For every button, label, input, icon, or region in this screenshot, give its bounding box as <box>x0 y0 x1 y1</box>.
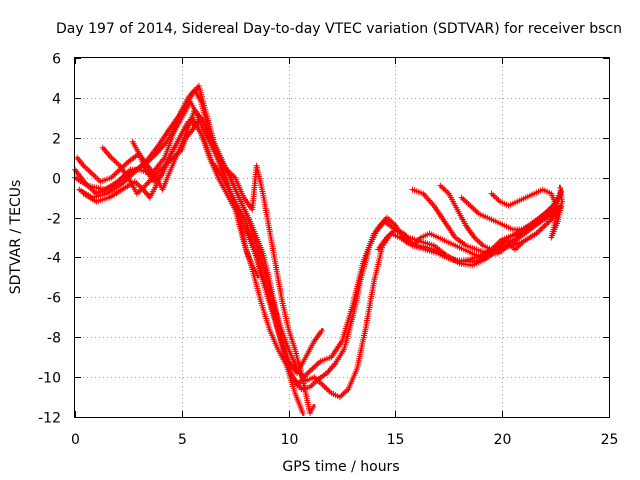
series-trace <box>78 84 561 387</box>
y-tick-label: -2 <box>47 212 61 228</box>
data-series-track-7 <box>129 106 261 279</box>
series-markers <box>129 106 261 279</box>
x-tick-label: 20 <box>494 432 512 448</box>
series-layer <box>72 82 565 416</box>
y-tick-label: 4 <box>52 92 61 108</box>
y-tick-label: -10 <box>38 371 61 387</box>
x-axis-title: GPS time / hours <box>282 459 399 475</box>
series-markers <box>76 82 562 389</box>
data-series-track-1 <box>72 86 560 393</box>
data-series-track-10 <box>458 194 564 233</box>
x-tick-label: 25 <box>601 432 619 448</box>
chart-title: Day 197 of 2014, Sidereal Day-to-day VTE… <box>56 21 622 37</box>
y-tick-label: -12 <box>38 411 61 427</box>
y-tick-label: 0 <box>52 172 61 188</box>
x-tick-label: 0 <box>71 432 80 448</box>
y-axis-title: SDTVAR / TECUs <box>8 180 24 295</box>
y-tick-label: 2 <box>52 132 61 148</box>
series-trace <box>74 88 559 391</box>
y-tick-label: 6 <box>52 52 61 68</box>
data-series-track-12 <box>375 226 525 261</box>
data-series-track-11 <box>488 184 565 241</box>
x-tick-label: 15 <box>387 432 405 448</box>
y-tick-label: -8 <box>47 331 61 347</box>
x-tick-label: 10 <box>281 432 299 448</box>
x-tick-label: 5 <box>178 432 187 448</box>
tick-labels: 0 5 10 15 20 25 -12 -10 -8 -6 -4 -2 0 2 4 6 <box>38 52 618 449</box>
y-tick-label: -4 <box>47 251 61 267</box>
series-markers <box>488 184 565 241</box>
series-markers <box>375 226 525 261</box>
series-markers <box>458 194 564 233</box>
plot-frame <box>74 57 610 418</box>
series-markers <box>72 86 560 393</box>
y-tick-label: -6 <box>47 291 61 307</box>
data-series-track-2 <box>76 82 562 389</box>
